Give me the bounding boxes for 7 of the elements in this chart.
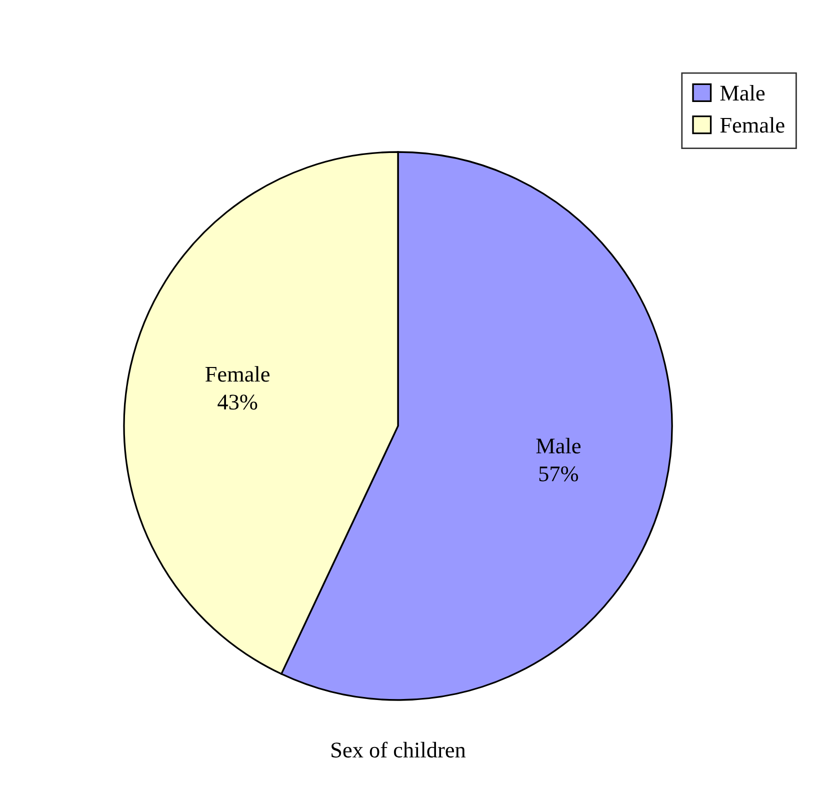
legend-label: Female bbox=[720, 117, 784, 133]
legend-label: Male bbox=[720, 85, 765, 101]
text: Sex of children bbox=[332, 742, 466, 758]
data-label: 43% bbox=[218, 394, 258, 410]
slice-label: Male bbox=[536, 438, 580, 454]
data-label: 57% bbox=[539, 466, 578, 482]
slice-label: Female bbox=[205, 366, 270, 382]
